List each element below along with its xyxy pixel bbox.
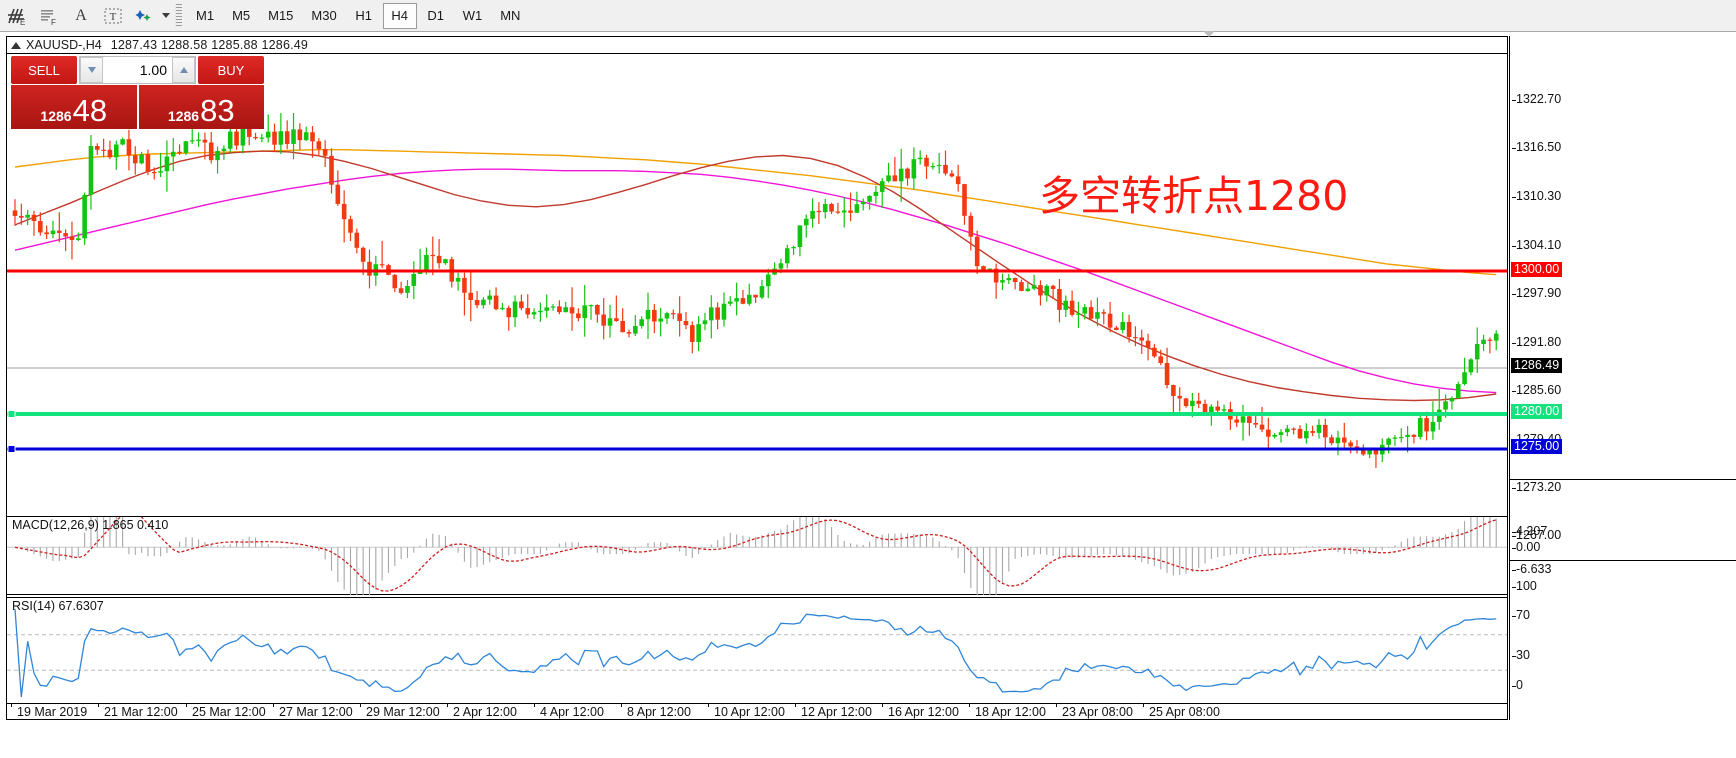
time-axis[interactable]: 19 Mar 2019 21 Mar 12:00 25 Mar 12:00 27 Ma…	[7, 703, 1507, 719]
chart-bars-icon[interactable]: F	[34, 3, 64, 29]
price-tick: 1297.90	[1511, 286, 1562, 300]
time-tick: 21 Mar 12:00	[98, 703, 178, 719]
time-tick: 10 Apr 12:00	[708, 703, 785, 719]
time-tick: 29 Mar 12:00	[360, 703, 440, 719]
indicator-templates-icon[interactable]	[130, 3, 160, 29]
sell-price-display[interactable]: 1286 48	[11, 85, 137, 129]
timeframe-mn[interactable]: MN	[500, 8, 521, 23]
macd-pane: MACD(12,26,9) 1.865 0.410	[7, 516, 1507, 595]
candlestick-canvas	[7, 112, 1507, 468]
chart-scroll-marker-icon[interactable]	[1203, 31, 1215, 37]
indicator-tick: 100	[1512, 579, 1537, 593]
text-tool-icon[interactable]: A	[75, 6, 87, 24]
price-tick: 1267.00	[1511, 528, 1562, 542]
sell-button[interactable]: SELL	[11, 56, 77, 84]
rsi-canvas	[7, 608, 1507, 698]
buy-price-display[interactable]: 1286 83	[138, 85, 264, 129]
volume-increase-button[interactable]	[172, 57, 195, 83]
price-tag-1300-00: 1300.00	[1511, 262, 1563, 277]
toolbar-separator	[175, 3, 182, 28]
sell-price-pips: 48	[72, 93, 108, 129]
time-tick: 18 Apr 12:00	[969, 703, 1046, 719]
chevron-down-icon	[87, 67, 96, 73]
chart-minimize-icon[interactable]	[11, 41, 21, 49]
price-tick: 1304.10	[1511, 238, 1562, 252]
price-pane: 多空转折点1280	[7, 55, 1507, 514]
price-tick: 1291.80	[1511, 335, 1562, 349]
volume-input[interactable]: 1.00	[139, 62, 167, 78]
axis-divider	[1509, 560, 1736, 561]
price-tick: 1310.30	[1511, 189, 1562, 203]
main-toolbar: E F A T M1 M5 M15 M30 H1 H4 D1 W1 M	[0, 0, 1736, 32]
svg-text:T: T	[110, 11, 117, 23]
rsi-pane: RSI(14) 67.6307	[7, 597, 1507, 702]
indicator-tick: 4.207	[1511, 524, 1548, 538]
time-tick: 23 Apr 08:00	[1056, 703, 1133, 719]
price-tag-1286-49: 1286.49	[1511, 358, 1563, 373]
macd-label: MACD(12,26,9) 1.865 0.410	[12, 518, 169, 532]
support-1275-handle[interactable]	[7, 445, 16, 453]
buy-button[interactable]: BUY	[198, 56, 264, 84]
time-tick: 25 Mar 12:00	[186, 703, 266, 719]
macd-canvas	[7, 517, 1507, 595]
timeframe-h4[interactable]: H4	[382, 2, 417, 29]
price-tick: 1285.60	[1511, 383, 1562, 397]
symbol-info-bar: XAUUSD-,H4 1287.43 1288.58 1285.88 1286.…	[7, 37, 1507, 54]
price-tag-1280-00: 1280.00	[1511, 404, 1563, 419]
indicator-tick: -6.633	[1511, 562, 1552, 576]
axis-divider	[1509, 479, 1736, 480]
rsi-label: RSI(14) 67.6307	[12, 599, 104, 613]
text-label-icon[interactable]: T	[98, 3, 128, 29]
volume-decrease-button[interactable]	[80, 57, 103, 83]
rsi-line	[14, 608, 1497, 698]
price-tick: 1316.50	[1511, 140, 1562, 154]
timeframe-w1[interactable]: W1	[462, 8, 483, 23]
timeframe-h1[interactable]: H1	[355, 8, 373, 23]
time-tick: 19 Mar 2019	[10, 703, 88, 719]
pivot-1280-handle[interactable]	[7, 410, 16, 418]
chart-window: XAUUSD-,H4 1287.43 1288.58 1285.88 1286.…	[6, 36, 1508, 720]
indicator-tick: 30	[1512, 648, 1530, 662]
price-tick: 1273.20	[1511, 480, 1562, 494]
time-tick: 2 Apr 12:00	[447, 703, 517, 719]
timeframe-m1[interactable]: M1	[196, 8, 215, 23]
indicator-tick: 0.00	[1511, 540, 1541, 554]
sell-price-prefix: 1286	[40, 108, 72, 124]
time-tick: 16 Apr 12:00	[882, 703, 959, 719]
buy-price-prefix: 1286	[167, 108, 200, 124]
macd-histogram	[20, 517, 1497, 595]
moving-average-1	[14, 168, 1497, 394]
symbol-ohlc-values: 1287.43 1288.58 1285.88 1286.49	[110, 38, 309, 52]
chevron-up-icon	[179, 67, 188, 73]
indicator-tick: 0	[1512, 678, 1523, 692]
svg-text:F: F	[51, 18, 56, 26]
candle-series	[12, 112, 1499, 468]
timeframe-m5[interactable]: M5	[232, 8, 251, 23]
chart-annotation-text: 多空转折点1280	[1039, 172, 1349, 220]
indicator-tick: 70	[1512, 608, 1530, 622]
time-tick: 27 Mar 12:00	[273, 703, 353, 719]
templates-dropdown-caret-icon[interactable]	[162, 13, 170, 18]
time-tick: 4 Apr 12:00	[534, 703, 604, 719]
price-tag-1275-00: 1275.00	[1511, 439, 1563, 454]
time-tick: 25 Apr 08:00	[1143, 703, 1220, 719]
time-tick: 12 Apr 12:00	[795, 703, 872, 719]
volume-stepper[interactable]: 1.00	[79, 56, 196, 84]
macd-signal-line	[14, 517, 1497, 592]
timeframe-d1[interactable]: D1	[427, 8, 445, 23]
buy-price-pips: 83	[200, 93, 235, 129]
symbol-timeframe-label: XAUUSD-,H4	[26, 38, 102, 52]
timeframe-m15[interactable]: M15	[268, 8, 294, 23]
price-axis[interactable]: 1322.70 1316.50 1310.30 1304.10 1297.90 1291.…	[1509, 36, 1736, 720]
price-tick: 1322.70	[1511, 92, 1562, 106]
time-tick: 8 Apr 12:00	[621, 703, 691, 719]
timeframe-m30[interactable]: M30	[311, 8, 337, 23]
chart-expert-icon[interactable]: E	[2, 3, 32, 29]
moving-average-2	[14, 150, 1497, 402]
one-click-trading-panel[interactable]: SELL 1.00 BUY 1286 48 1286 83	[11, 56, 264, 129]
svg-text:E: E	[20, 18, 25, 26]
